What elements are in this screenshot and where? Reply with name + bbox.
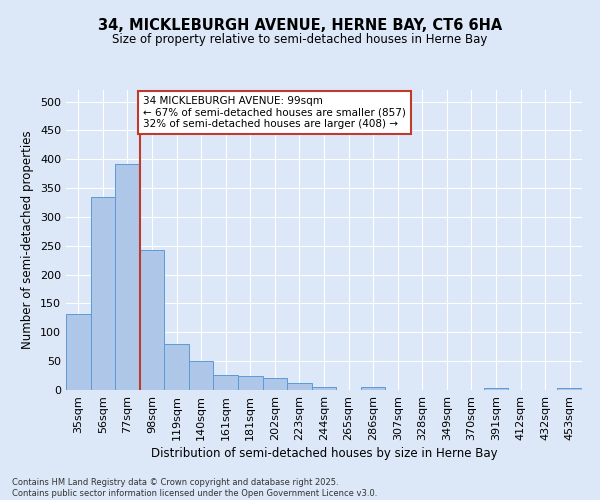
Bar [361,387,385,390]
Bar [115,164,140,390]
Text: 34, MICKLEBURGH AVENUE, HERNE BAY, CT6 6HA: 34, MICKLEBURGH AVENUE, HERNE BAY, CT6 6… [98,18,502,32]
Bar [214,375,238,390]
Text: Size of property relative to semi-detached houses in Herne Bay: Size of property relative to semi-detach… [112,32,488,46]
Bar [66,314,91,390]
Bar [484,388,508,390]
Bar [238,376,263,390]
Y-axis label: Number of semi-detached properties: Number of semi-detached properties [22,130,34,350]
Bar [189,360,214,390]
X-axis label: Distribution of semi-detached houses by size in Herne Bay: Distribution of semi-detached houses by … [151,447,497,460]
Bar [312,387,336,390]
Bar [263,378,287,390]
Bar [91,196,115,390]
Bar [140,250,164,390]
Text: Contains HM Land Registry data © Crown copyright and database right 2025.
Contai: Contains HM Land Registry data © Crown c… [12,478,377,498]
Bar [164,344,189,390]
Bar [557,388,582,390]
Bar [287,383,312,390]
Text: 34 MICKLEBURGH AVENUE: 99sqm
← 67% of semi-detached houses are smaller (857)
32%: 34 MICKLEBURGH AVENUE: 99sqm ← 67% of se… [143,96,406,129]
